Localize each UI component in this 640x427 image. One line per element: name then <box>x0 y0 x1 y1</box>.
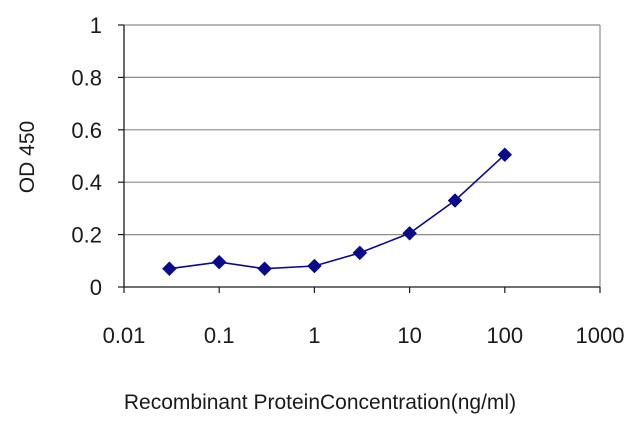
x-tick-label: 0.1 <box>204 323 235 348</box>
y-axis-tick-labels: 0 0.2 0.4 0.6 0.8 1 <box>71 13 102 300</box>
data-point <box>211 254 227 270</box>
x-tick-label: 10 <box>397 323 421 348</box>
axes <box>118 24 601 293</box>
x-tick-label: 1000 <box>576 323 625 348</box>
y-tick-label: 1 <box>90 13 102 38</box>
y-tick-label: 0 <box>90 275 102 300</box>
y-tick-label: 0.6 <box>71 118 102 143</box>
data-point <box>447 193 463 208</box>
series-line <box>169 154 506 270</box>
x-tick-label: 1 <box>308 323 320 348</box>
x-tick-label: 100 <box>486 323 523 348</box>
y-tick-label: 0.8 <box>71 65 102 90</box>
data-point <box>307 258 322 274</box>
data-point <box>402 225 417 241</box>
gridlines <box>124 24 600 236</box>
y-tick-label: 0.2 <box>71 223 102 248</box>
series-group <box>162 147 513 277</box>
x-axis-tick-labels: 0.01 0.1 1 10 100 1000 <box>103 323 625 348</box>
x-axis-label: Recombinant ProteinConcentration(ng/ml) <box>124 391 516 414</box>
data-point <box>352 245 368 261</box>
y-tick-label: 0.4 <box>71 170 102 195</box>
data-point <box>497 147 513 163</box>
y-axis-label: OD 450 <box>16 121 39 193</box>
x-tick-label: 0.01 <box>103 323 146 348</box>
data-point <box>162 261 177 277</box>
data-point <box>257 261 272 277</box>
